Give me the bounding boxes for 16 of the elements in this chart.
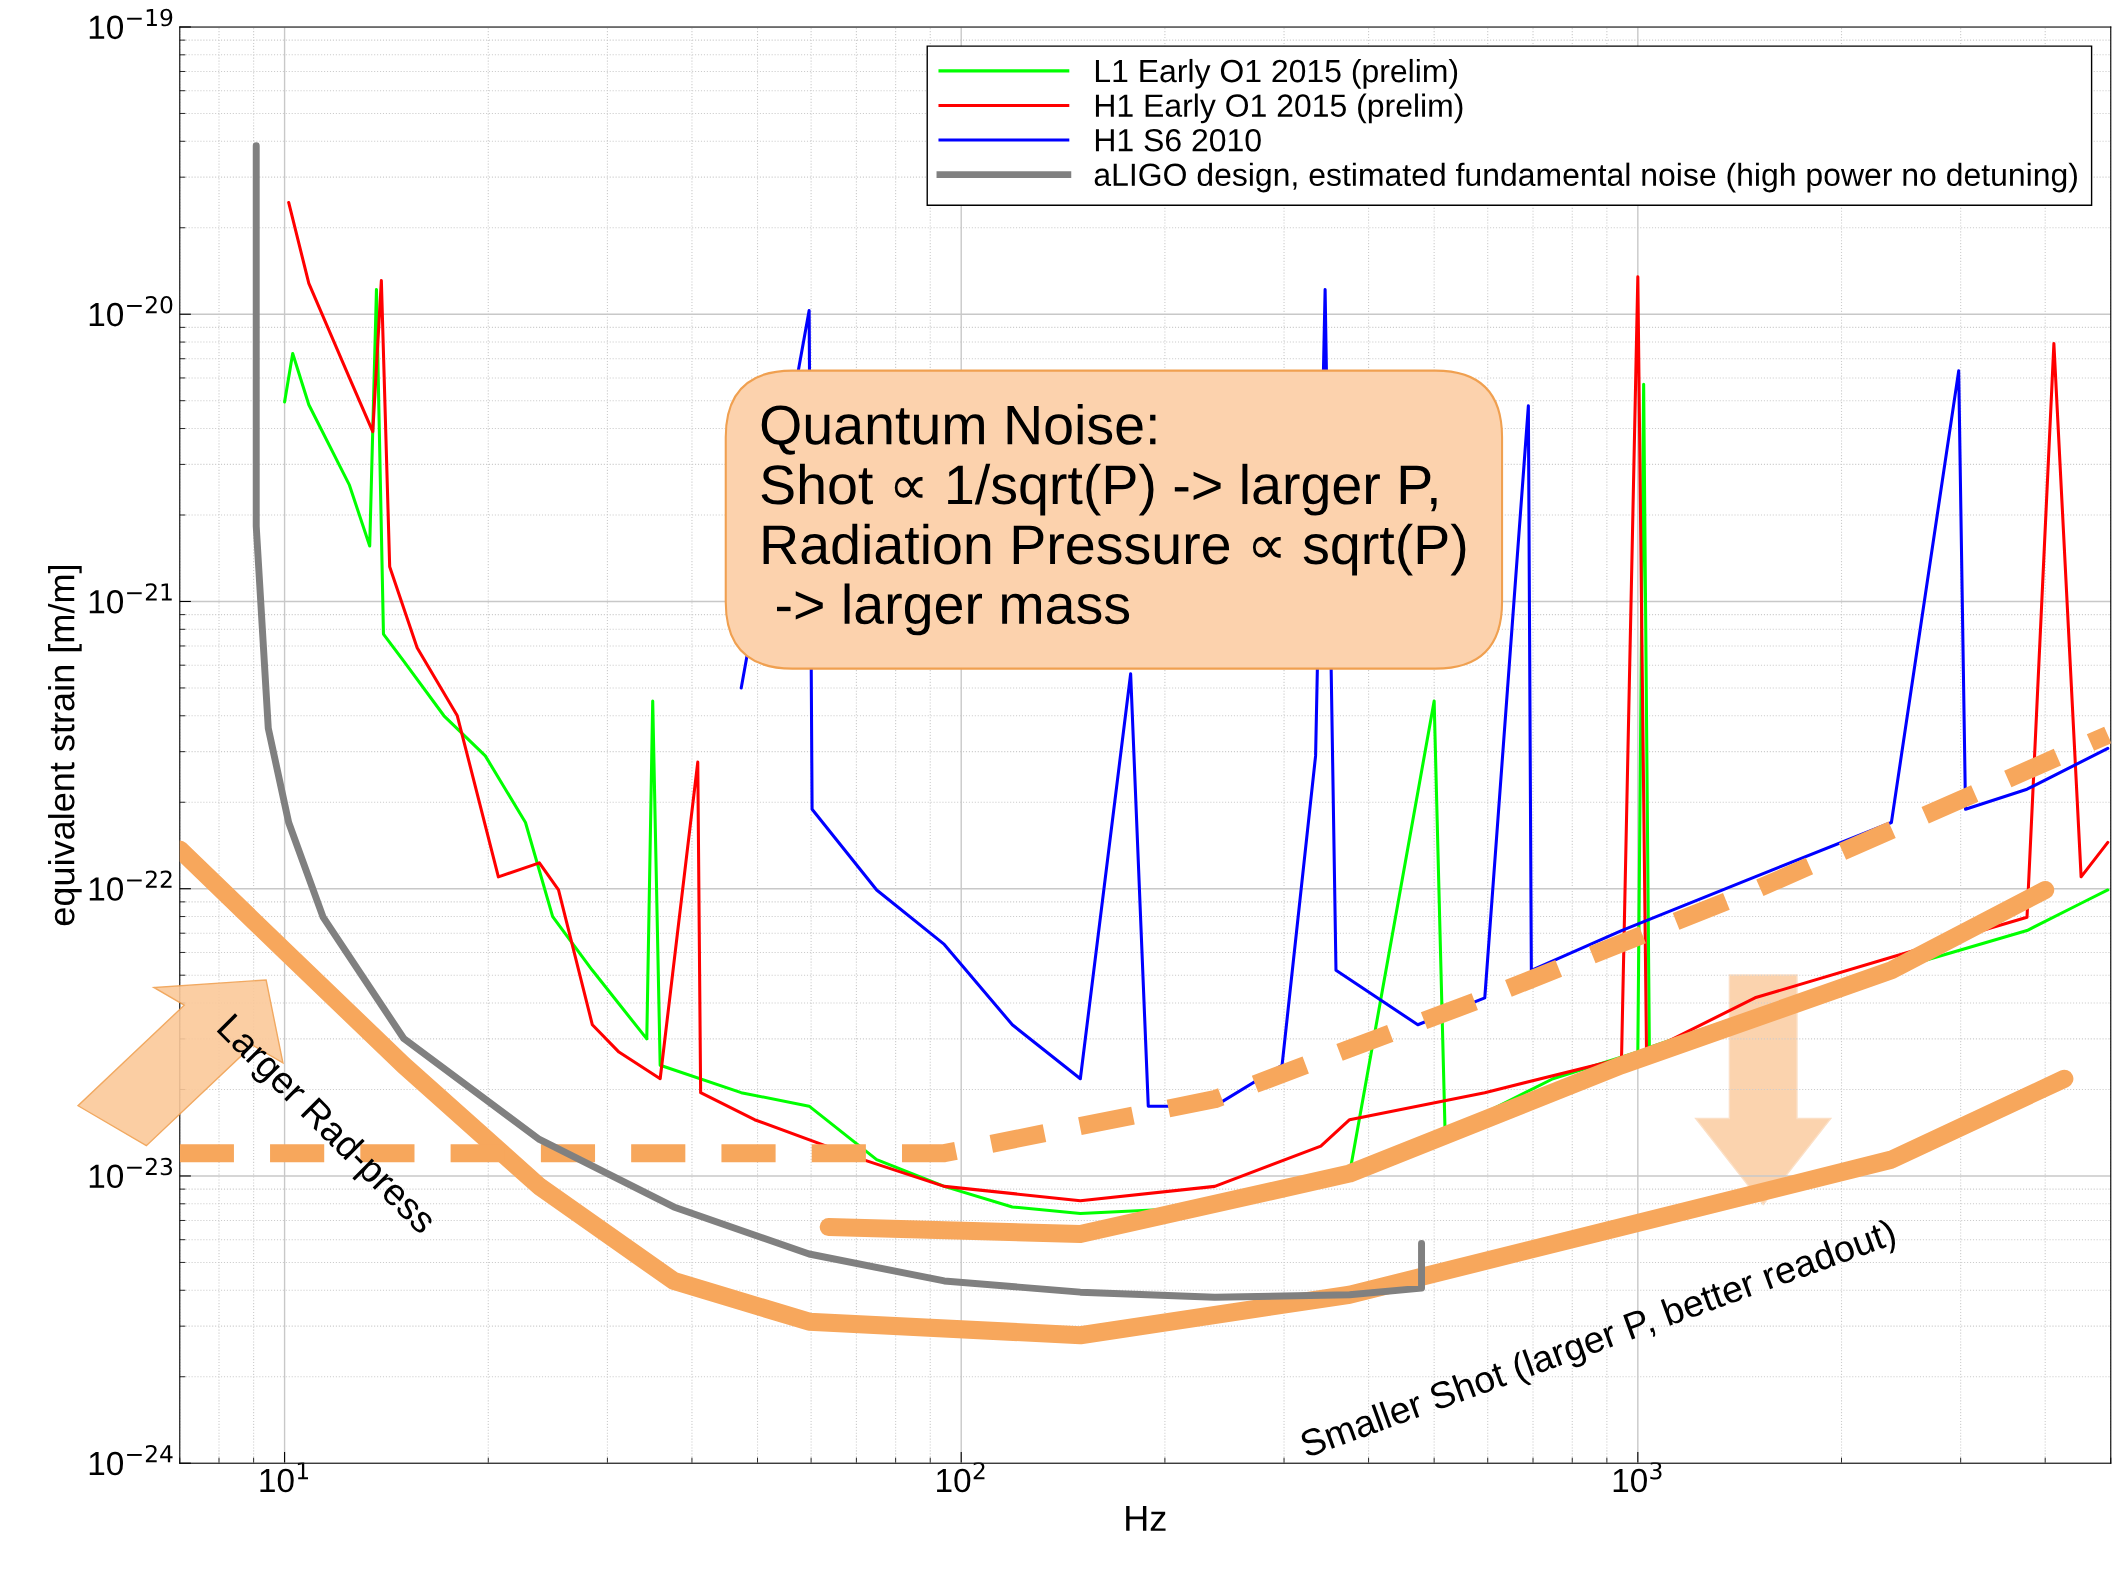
y-tick-label: 10$^{−19}$	[89, 8, 173, 40]
legend-label: aLIGO design, estimated fundamental noise (high power no detuning)	[1094, 162, 2077, 193]
legend-label: H1 Early O1 2015 (prelim)	[1095, 93, 1463, 124]
y-tick-label: 10$^{−23}$	[89, 1157, 173, 1189]
annotation: Quantum Noise: Shot ∝ 1/sqrt(P) -> larger P, Radiation Pressure ∝ sqrt(P) -> larger mass	[761, 403, 1466, 636]
y-tick-label: 10$^{−21}$	[89, 583, 172, 614]
legend-label: L1 Early O1 2015 (prelim)	[1095, 58, 1458, 89]
x-tick-label: 10$^{3}$	[1613, 1461, 1662, 1493]
x-tick-label: 10$^{2}$	[937, 1461, 985, 1493]
y-tick-label: 10$^{−20}$	[89, 295, 173, 327]
legend-label: H1 S6 2010	[1095, 128, 1261, 152]
y-axis-title: equivalent strain [m/m]	[48, 566, 82, 926]
x-tick-label: 10$^{1}$	[260, 1462, 309, 1493]
y-tick-label: 10$^{−24}$	[89, 1444, 173, 1476]
x-axis-title: Hz	[1126, 1506, 1166, 1531]
y-tick-label: 10$^{−22}$	[89, 870, 172, 901]
